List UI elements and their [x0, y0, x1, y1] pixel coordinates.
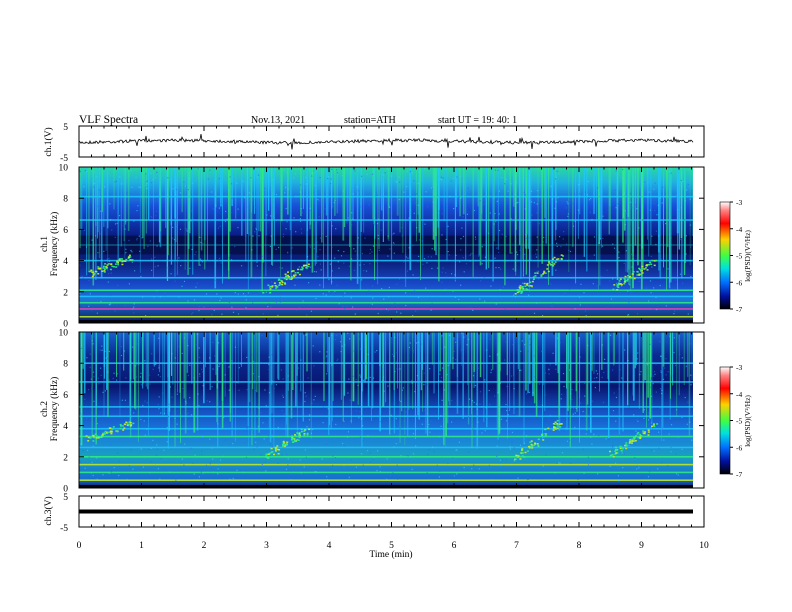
- ch1-colorbar-ticks: -3 -4 -5 -6 -7: [730, 198, 742, 314]
- ch1-waveform-panel: 5 -5 ch.1(V): [43, 123, 704, 164]
- ch1-spectrogram-channel-label: ch.1: [40, 236, 50, 252]
- x-tick-label: 7: [514, 541, 519, 551]
- colorbar-tick-label: -5: [736, 417, 742, 426]
- colorbar-tick-label: -4: [736, 225, 742, 234]
- x-tick-label: 2: [202, 541, 207, 551]
- ch1-spectrogram-ylabel: Frequency (kHz): [49, 212, 60, 277]
- ch3-waveform-ylabel: ch.3(V): [43, 496, 54, 525]
- y-tick-label: 10: [59, 164, 69, 174]
- colorbar-tick-label: -7: [736, 470, 742, 479]
- x-tick-label: 8: [577, 541, 582, 551]
- colorbar-tick-label: -6: [736, 443, 742, 452]
- ch1-waveform-xticks: [79, 126, 704, 157]
- header-date: Nov.13, 2021: [251, 115, 305, 126]
- ch2-colorbar-ticks: -3 -4 -5 -6 -7: [730, 363, 742, 479]
- x-tick-label: 4: [327, 541, 332, 551]
- x-tick-label: 0: [77, 541, 82, 551]
- ch2-colorbar-label: log(PSD)(V²/Hz): [743, 395, 752, 447]
- colorbar-tick-label: -6: [736, 278, 742, 287]
- header-start-time: start UT = 19: 40: 1: [438, 115, 517, 126]
- y-tick-label: 8: [63, 195, 68, 205]
- colorbar-tick-label: -3: [736, 363, 742, 372]
- y-tick-label: 8: [63, 360, 68, 370]
- x-tick-label: 1: [139, 541, 144, 551]
- time-axis-label: Time (min): [369, 549, 412, 560]
- x-tick-label: 3: [264, 541, 269, 551]
- ch2-colorbar: [720, 367, 730, 474]
- y-tick-label: 6: [63, 226, 68, 236]
- y-tick-label: 2: [63, 453, 68, 463]
- colorbar-tick-label: -5: [736, 252, 742, 261]
- x-tick-label: 9: [639, 541, 644, 551]
- x-tick-label: 6: [452, 541, 457, 551]
- ch1-waveform-line: [79, 134, 693, 149]
- ch1-ytick-bottom: -5: [60, 154, 68, 164]
- y-tick-label: 2: [63, 288, 68, 298]
- figure-title: VLF Spectra: [79, 114, 138, 126]
- x-tick-label: 10: [699, 541, 709, 551]
- y-tick-label: 10: [59, 329, 69, 339]
- ch1-ytick-top: 5: [63, 123, 68, 133]
- header-station: station=ATH: [344, 115, 396, 126]
- y-tick-label: 4: [63, 422, 68, 432]
- ch1-waveform-ylabel: ch.1(V): [43, 127, 54, 156]
- colorbar-tick-label: -7: [736, 305, 742, 314]
- ch2-spectrogram-channel-label: ch.2: [40, 401, 50, 417]
- ch1-colorbar-label: log(PSD)(V²/Hz): [743, 230, 752, 282]
- ch3-ytick-top: 5: [63, 493, 68, 503]
- colorbar-tick-label: -4: [736, 390, 742, 399]
- ch1-spectrogram-image: [79, 167, 694, 323]
- y-tick-label: 6: [63, 391, 68, 401]
- ch3-waveform-panel: 5 -5 ch.3(V) 0 1 2 3 4 5 6 7 8 9 10 Time (min): [43, 493, 709, 560]
- ch2-spectrogram-ylabel: Frequency (kHz): [49, 377, 60, 442]
- ch1-colorbar: [720, 202, 730, 309]
- y-tick-label: 4: [63, 257, 68, 267]
- colorbar-tick-label: -3: [736, 198, 742, 207]
- ch2-spectrogram-image: [79, 332, 693, 488]
- ch3-ytick-bottom: -5: [60, 524, 68, 534]
